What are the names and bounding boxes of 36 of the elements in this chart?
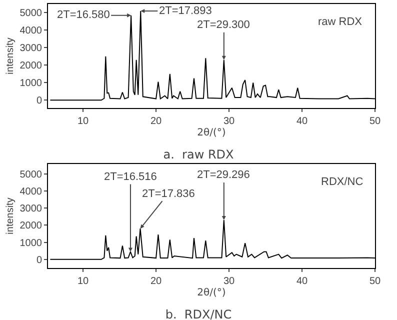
annotation: 2T=16.580 bbox=[57, 9, 110, 21]
y-tick-label: 0 bbox=[36, 96, 42, 107]
annotation: raw RDX bbox=[318, 16, 363, 28]
x-tick-label: 40 bbox=[296, 116, 308, 127]
x-tick-label: 10 bbox=[77, 116, 90, 127]
y-tick-label: 4000 bbox=[20, 186, 42, 198]
y-tick-label: 5000 bbox=[20, 169, 42, 180]
y-tick-label: 3000 bbox=[20, 43, 42, 54]
text: b. RDX/NC bbox=[165, 307, 232, 320]
y-tick-label: 3000 bbox=[20, 204, 42, 215]
x-axis-title: 2θ/(°) bbox=[197, 128, 226, 138]
x-tick-label: 30 bbox=[223, 116, 236, 127]
x-tick-label: 10 bbox=[77, 276, 90, 287]
x-tick-label: 30 bbox=[223, 276, 236, 287]
x-tick-label: 50 bbox=[369, 276, 381, 287]
annotation: 2T=16.516 bbox=[104, 171, 157, 183]
y-tick-label: 4000 bbox=[20, 26, 42, 37]
y-tick-label: 2000 bbox=[20, 220, 42, 232]
x-axis-title: 2θ/(°) bbox=[197, 288, 226, 298]
y-tick-label: 0 bbox=[36, 254, 42, 266]
y-tick-label: 5000 bbox=[20, 8, 42, 20]
annotation: 2T=17.893 bbox=[159, 5, 212, 17]
annotation: 2T=29.300 bbox=[197, 19, 250, 31]
text: a. raw RDX bbox=[163, 147, 234, 162]
annotation: RDX/NC bbox=[321, 176, 364, 188]
y-tick-label: 1000 bbox=[20, 78, 42, 90]
x-tick-label: 50 bbox=[369, 116, 381, 127]
x-tick-label: 40 bbox=[296, 276, 308, 287]
x-tick-label: 20 bbox=[150, 276, 162, 287]
annotation: 2T=29.296 bbox=[197, 169, 250, 181]
annotation: 2T=17.836 bbox=[142, 188, 195, 200]
y-axis-title: intensity bbox=[4, 38, 16, 74]
x-tick-label: 20 bbox=[150, 116, 162, 127]
y-axis-title: intensity bbox=[4, 198, 16, 234]
y-tick-label: 1000 bbox=[20, 238, 42, 249]
y-tick-label: 2000 bbox=[20, 60, 42, 72]
